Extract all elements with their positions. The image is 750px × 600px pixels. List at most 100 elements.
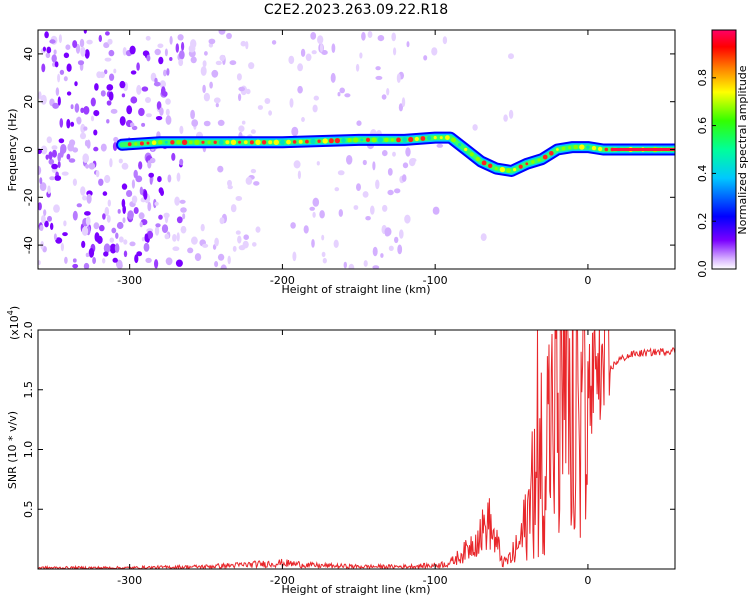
spectrogram-noise-blob — [46, 136, 52, 144]
x-tick-label: -200 — [270, 274, 295, 287]
spectrogram-noise-blob — [103, 251, 109, 257]
spectrogram-noise-blob — [123, 239, 128, 245]
spectrogram-noise-blob — [297, 85, 303, 94]
spectrogram-noise-blob — [79, 38, 85, 48]
spectrogram-noise-blob — [70, 104, 74, 110]
spectrogram-noise-blob — [66, 153, 71, 160]
spectrogram-noise-blob — [51, 163, 58, 170]
spectrogram-noise-blob — [391, 32, 397, 42]
spectrogram-noise-blob — [74, 81, 78, 87]
spectrogram-ridge-peak — [414, 136, 419, 142]
spectrogram-noise-blob — [90, 115, 95, 122]
spectrogram-ridge-peak — [384, 137, 389, 143]
spectrogram-noise-blob — [93, 222, 100, 230]
spectrogram-ridge-peak — [597, 146, 603, 152]
spectrogram-noise-blob — [103, 243, 111, 254]
spectrogram-noise-blob — [367, 31, 373, 38]
spectrogram-noise-blob — [53, 49, 57, 55]
spectrogram-noise-blob — [123, 250, 128, 258]
spectrogram-noise-blob — [38, 91, 42, 100]
spectrogram-noise-blob — [158, 214, 163, 220]
spectrogram-ridge-peak — [561, 146, 566, 151]
spectrogram-noise-blob — [58, 138, 65, 144]
spectrogram-noise-blob — [174, 196, 180, 206]
spectrogram-noise-blob — [118, 158, 123, 164]
spectrogram-noise-blob — [203, 120, 211, 127]
spectrogram-noise-blob — [232, 245, 237, 252]
spectrogram-ridge-peak — [499, 166, 506, 173]
spectrogram-noise-blob — [72, 40, 78, 49]
spectrogram-noise-blob — [38, 260, 41, 265]
spectrogram-noise-blob — [53, 204, 60, 213]
spectrogram-noise-blob — [155, 223, 161, 228]
spectrogram-ridge-peak — [371, 137, 377, 143]
spectrogram-noise-blob — [268, 110, 272, 116]
spectrogram-noise-blob — [387, 168, 393, 176]
spectrogram-noise-blob — [375, 66, 381, 71]
spectrogram-noise-blob — [166, 68, 170, 76]
spectrogram-noise-blob — [178, 58, 184, 67]
spectrogram-noise-blob — [396, 73, 401, 83]
spectrogram-noise-blob — [52, 149, 57, 158]
spectrogram-ridge-peak — [238, 140, 242, 144]
spectrogram-noise-blob — [257, 105, 263, 110]
spectrogram-noise-blob — [310, 32, 317, 40]
spectrogram-noise-blob — [250, 168, 257, 174]
spectrogram-noise-blob — [63, 220, 67, 227]
spectrogram-noise-blob — [399, 229, 404, 239]
spectrogram-ridge-peak — [427, 135, 432, 141]
spectrogram-noise-blob — [146, 230, 154, 239]
spectrogram-noise-blob — [436, 143, 444, 148]
spectrogram-noise-blob — [127, 210, 134, 220]
spectrogram-noise-blob — [94, 232, 100, 242]
spectrogram-ridge-peak — [225, 140, 230, 145]
spectrogram-ridge-peak — [292, 140, 297, 144]
spectrogram-noise-blob — [93, 129, 98, 136]
spectrogram-ridge-peak — [310, 138, 316, 145]
spectrogram-ridge-peak — [377, 137, 384, 143]
spectrogram-noise-blob — [82, 195, 87, 201]
spectrogram-noise-blob — [55, 87, 60, 96]
spectrogram-noise-blob — [149, 157, 156, 164]
spectrogram-noise-blob — [338, 209, 343, 217]
spectrogram-noise-blob — [99, 224, 105, 232]
spectrogram-noise-blob — [362, 191, 369, 198]
spectrogram-noise-blob — [96, 71, 102, 79]
spectrogram-noise-blob — [238, 245, 246, 251]
spectrogram-noise-blob — [503, 114, 508, 122]
spectrogram-noise-blob — [105, 31, 110, 36]
spectrogram-noise-blob — [95, 170, 100, 178]
spectrogram-noise-blob — [48, 151, 53, 160]
spectrogram-noise-blob — [344, 93, 351, 98]
spectrogram-noise-blob — [215, 103, 219, 108]
spectrogram-noise-blob — [147, 160, 152, 169]
spectrogram-noise-blob — [253, 181, 260, 186]
spectrogram-noise-blob — [145, 35, 151, 41]
spectrogram-noise-blob — [94, 83, 99, 91]
spectrogram-noise-blob — [182, 213, 186, 220]
spectrogram-noise-blob — [143, 189, 148, 200]
spectrogram-noise-blob — [217, 253, 225, 261]
spectrogram-noise-blob — [66, 91, 72, 96]
spectrogram-noise-blob — [58, 34, 63, 44]
spectrogram-ridge-peak — [518, 164, 523, 169]
spectrogram-noise-blob — [102, 191, 108, 196]
spectrogram-noise-blob — [194, 253, 202, 262]
spectrogram-ridge-peak — [439, 136, 443, 140]
spectrogram-noise-blob — [85, 216, 91, 226]
spectrogram-noise-blob — [156, 101, 162, 110]
spectrogram-noise-blob — [238, 93, 242, 102]
spectrogram-noise-blob — [372, 161, 376, 171]
spectrogram-noise-blob — [235, 230, 241, 235]
spectrogram-noise-blob — [423, 55, 428, 61]
spectrogram-noise-blob — [337, 170, 345, 176]
spectrogram-noise-blob — [172, 234, 177, 242]
spectrogram-x-ticks: -300 -200 -100 0 — [117, 30, 591, 287]
spectrogram-noise-blob — [41, 63, 46, 73]
spectrogram-ridge-peak — [451, 137, 456, 143]
spectrogram-noise-blob — [109, 237, 115, 243]
spectrogram-noise-blob — [121, 93, 126, 98]
spectrogram-noise-blob — [164, 213, 169, 224]
spectrogram-noise-blob — [153, 81, 161, 87]
spectrogram-noise-blob — [384, 227, 392, 237]
